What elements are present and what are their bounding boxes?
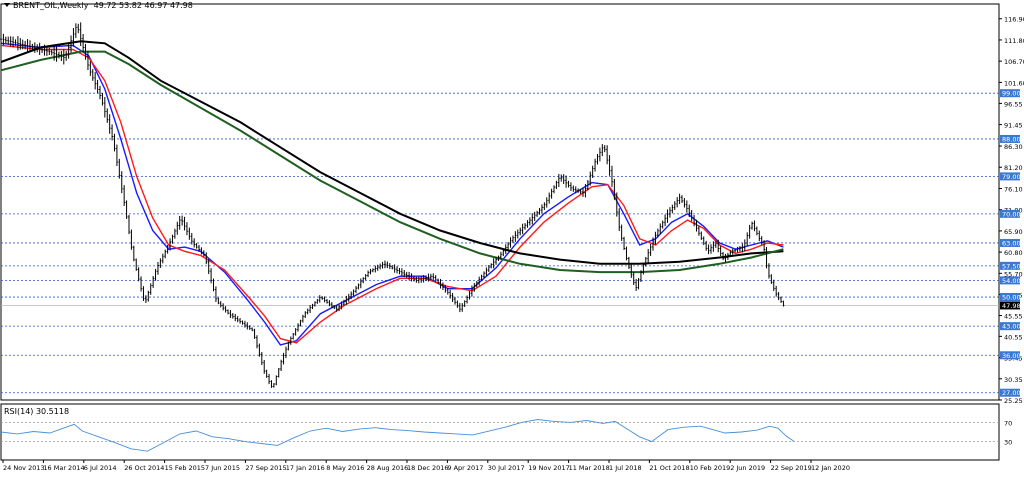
x-tick-label: 16 Mar 2014	[43, 464, 84, 472]
x-tick-label: 2 Jun 2019	[730, 464, 765, 472]
y-tick-label: 111.80	[1004, 37, 1024, 45]
moving-average-line	[0, 44, 784, 344]
level-tag-label: 79.00	[1002, 173, 1021, 181]
level-tag-label: 27.00	[1002, 389, 1021, 397]
level-tag	[1000, 238, 1020, 247]
rsi-panel: 70 30	[0, 403, 1012, 461]
level-tag	[1000, 276, 1020, 285]
level-tag-label: 70.00	[1002, 210, 1021, 218]
level-tag-label: 54.00	[1002, 277, 1021, 285]
level-tag	[1000, 388, 1020, 397]
x-tick-label: 27 Sep 2015	[245, 464, 286, 472]
x-tick-label: 8 May 2016	[326, 464, 364, 472]
main-panel-frame	[0, 3, 1000, 401]
x-tick-label: 7 Jun 2015	[205, 464, 240, 472]
y-tick-label: 116.90	[1004, 16, 1024, 24]
level-tag	[1000, 89, 1020, 98]
x-tick-label: 12 Jan 2020	[811, 464, 850, 472]
x-tick-label: 28 Aug 2016	[367, 464, 409, 472]
x-tick-label: 21 Oct 2018	[649, 464, 689, 472]
x-tick-label: 30 Jul 2017	[488, 464, 525, 472]
y-tick-label: 45.55	[1004, 313, 1023, 321]
x-tick-label: 19 Nov 2017	[528, 464, 570, 472]
rsi-tick-label: 30	[1004, 439, 1012, 447]
level-tag	[1000, 209, 1020, 218]
y-tick-label: 101.60	[1004, 79, 1024, 87]
x-tick-label: 26 Oct 2014	[124, 464, 164, 472]
level-tag	[1000, 261, 1020, 270]
rsi-panel-frame	[0, 403, 1000, 461]
level-tag-label: 57.50	[1002, 262, 1021, 270]
y-tick-label: 55.70	[1004, 270, 1023, 278]
y-tick-label: 25.25	[1004, 397, 1023, 405]
level-tag-label: 50.00	[1002, 294, 1021, 302]
x-tick-label: 11 Mar 2018	[569, 464, 610, 472]
level-tag-label: 99.00	[1002, 90, 1021, 98]
main-price-panel: 116.90111.80106.70101.6096.5591.4586.308…	[0, 3, 1024, 405]
symbol-label: BRENT_OIL,Weekly	[13, 1, 89, 10]
level-tag	[1000, 134, 1020, 143]
current-price-label: 47.98	[1002, 302, 1021, 310]
level-tag-label: 36.00	[1002, 352, 1021, 360]
y-tick-label: 65.90	[1004, 228, 1023, 236]
level-tag	[1000, 351, 1020, 360]
x-tick-label: 22 Sep 2019	[771, 464, 812, 472]
x-tick-label: 24 Nov 2013	[3, 464, 45, 472]
x-tick-label: 15 Feb 2015	[165, 464, 205, 472]
level-tag-label: 43.00	[1002, 323, 1021, 331]
y-tick-label: 40.55	[1004, 333, 1023, 341]
x-tick-label: 1 Jul 2018	[609, 464, 642, 472]
moving-average-line	[0, 40, 784, 265]
y-tick-label: 86.30	[1004, 143, 1023, 151]
level-tag-label: 88.00	[1002, 135, 1021, 143]
chart-header: BRENT_OIL,Weekly 49.72 53.82 46.97 47.98	[4, 1, 193, 10]
x-tick-label: 10 Feb 2019	[690, 464, 730, 472]
level-tag	[1000, 293, 1020, 302]
level-tag-label: 63.00	[1002, 239, 1021, 247]
x-tick-label: 17 Jan 2016	[286, 464, 325, 472]
y-tick-label: 60.80	[1004, 249, 1023, 257]
ohlc-values: 49.72 53.82 46.97 47.98	[93, 1, 193, 10]
x-tick-label: 6 Jul 2014	[84, 464, 117, 472]
y-tick-label: 91.45	[1004, 122, 1023, 130]
moving-average-line	[0, 50, 784, 274]
y-tick-label: 76.10	[1004, 185, 1023, 193]
current-price-tag	[1000, 301, 1020, 310]
level-tag	[1000, 172, 1020, 181]
rsi-line	[0, 419, 795, 452]
level-tag	[1000, 322, 1020, 331]
dropdown-triangle-icon	[4, 3, 10, 7]
y-tick-label: 30.35	[1004, 376, 1023, 384]
moving-average-line	[0, 42, 784, 346]
x-tick-label: 18 Dec 2016	[407, 464, 449, 472]
x-tick-label: 9 Apr 2017	[447, 464, 483, 472]
y-tick-label: 96.55	[1004, 100, 1023, 108]
y-tick-label: 106.70	[1004, 58, 1024, 66]
rsi-title: RSI(14) 30.5118	[4, 407, 70, 416]
y-tick-label: 81.20	[1004, 164, 1023, 172]
rsi-tick-label: 70	[1004, 419, 1012, 427]
